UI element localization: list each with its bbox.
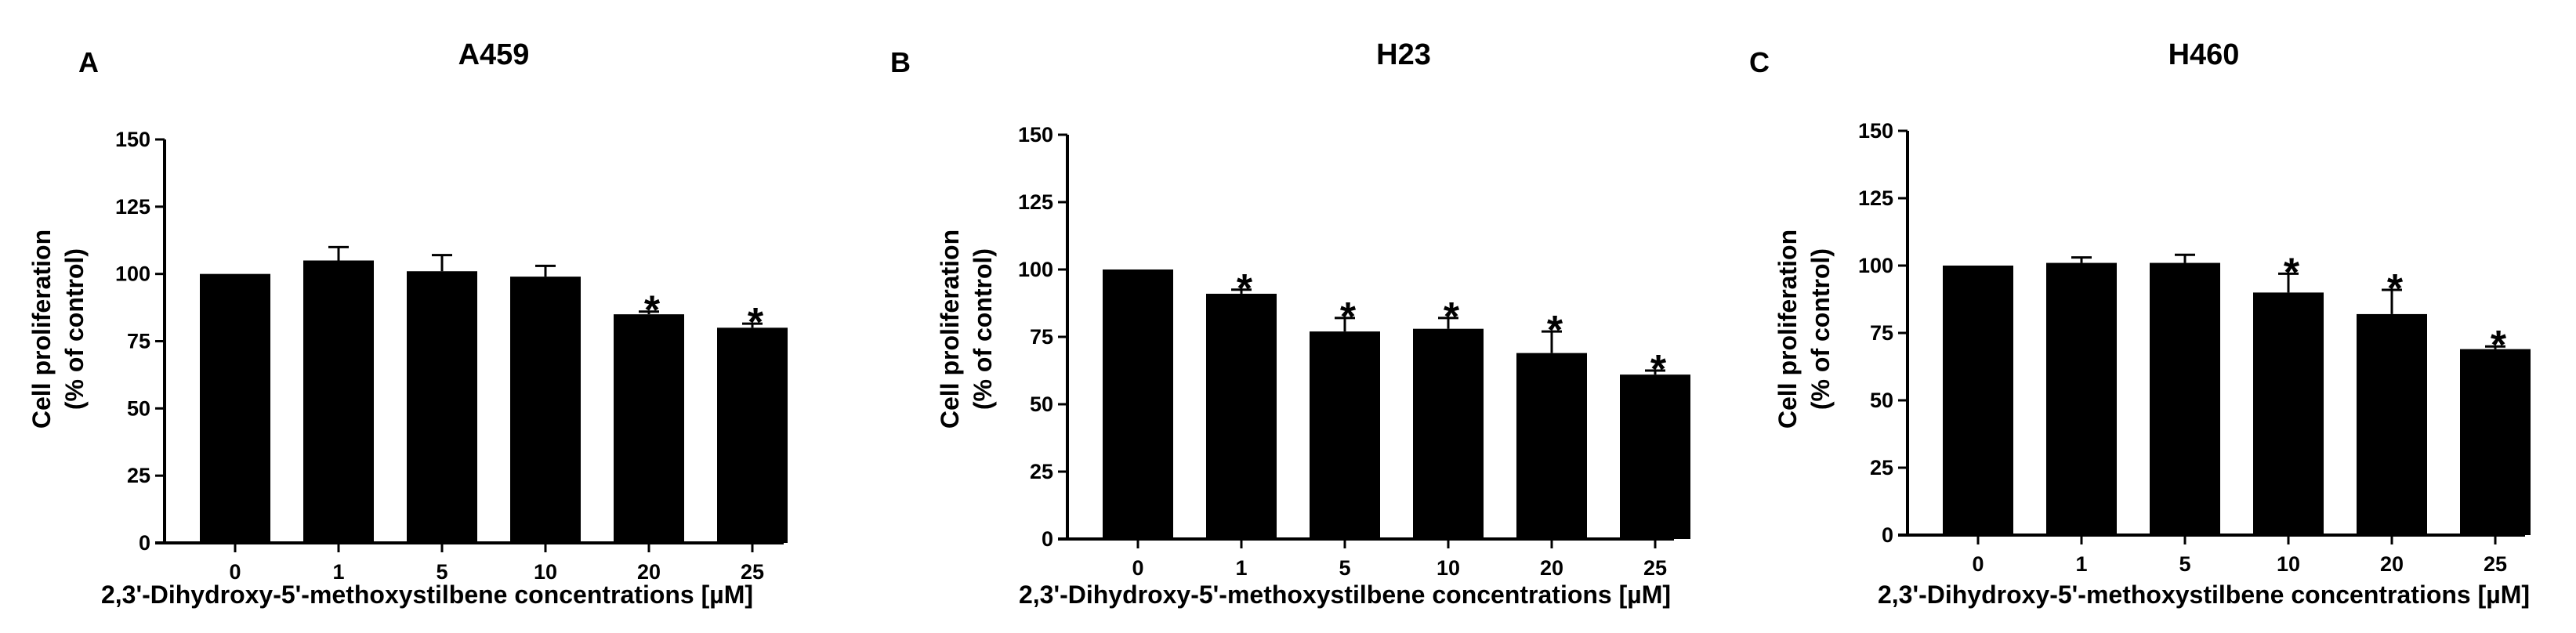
- bar: [1413, 328, 1484, 539]
- y-tick-label: 75: [1030, 325, 1053, 349]
- bar: [1620, 374, 1690, 539]
- y-axis-label-unit: (% of control): [1806, 248, 1835, 410]
- bar: [200, 273, 270, 543]
- significance-asterisk: *: [644, 288, 661, 334]
- y-tick-label: 100: [115, 262, 150, 286]
- bar: [717, 327, 788, 543]
- x-tick-label: 1: [332, 560, 344, 584]
- panel-letter: A: [78, 46, 99, 78]
- x-tick-label: 10: [1437, 556, 1460, 580]
- bar-chart-svg: A A459 0 25 50 75 100 125 150 0 1 5 10 20 * 25 * Cell pro…: [27, 38, 788, 609]
- chart-panel-c: C H460 0 25 50 75 100 125 150 0 1 5 10 * 20 * 25 * Cell pr…: [1718, 0, 2576, 633]
- bar: [2046, 262, 2117, 535]
- panel-letter: C: [1749, 46, 1770, 78]
- y-tick-label: 125: [115, 195, 150, 219]
- bar: [1310, 331, 1380, 539]
- significance-asterisk: *: [1547, 308, 1563, 353]
- y-tick-label: 150: [1858, 119, 1893, 143]
- bar: [1943, 266, 2013, 535]
- x-tick-label: 20: [637, 560, 661, 584]
- y-tick-label: 150: [115, 128, 150, 151]
- y-tick-label: 0: [139, 531, 150, 555]
- x-tick-label: 25: [741, 560, 764, 584]
- significance-asterisk: *: [748, 300, 764, 345]
- significance-asterisk: *: [2491, 323, 2507, 368]
- y-tick-label: 25: [127, 464, 150, 487]
- y-tick-label: 50: [1870, 389, 1893, 412]
- x-tick-label: 0: [229, 560, 241, 584]
- chart-title: H460: [2168, 38, 2240, 71]
- y-tick-label: 125: [1858, 186, 1893, 210]
- significance-asterisk: *: [2284, 250, 2300, 295]
- y-tick-label: 0: [1882, 523, 1893, 547]
- y-tick-label: 150: [1018, 123, 1053, 146]
- significance-asterisk: *: [1444, 295, 1460, 340]
- y-tick-label: 25: [1030, 460, 1053, 483]
- bar: [2357, 313, 2427, 535]
- bar: [2253, 292, 2324, 535]
- bar-chart-svg: B H23 0 25 50 75 100 125 150 0 1 * 5 * 10 * 20 * 25 * Cell p…: [890, 38, 1690, 609]
- x-axis-label: 2,3'-Dihydroxy-5'-methoxystilbene concen…: [1878, 581, 2530, 609]
- y-axis-label: Cell proliferation: [936, 230, 964, 429]
- x-tick-label: 0: [1972, 552, 1984, 576]
- y-axis-label: Cell proliferation: [1773, 230, 1802, 429]
- y-tick-label: 0: [1042, 527, 1053, 551]
- y-tick-label: 125: [1018, 190, 1053, 214]
- significance-asterisk: *: [2387, 266, 2404, 312]
- x-tick-label: 25: [1643, 556, 1667, 580]
- x-axis-label: 2,3'-Dihydroxy-5'-methoxystilbene concen…: [101, 581, 753, 609]
- chart-panel-b: B H23 0 25 50 75 100 125 150 0 1 * 5 * 10 * 20 * 25 * Cell p…: [859, 0, 1718, 633]
- x-tick-label: 1: [2075, 552, 2087, 576]
- y-axis-label-unit: (% of control): [60, 248, 89, 410]
- bar: [2460, 349, 2531, 535]
- x-tick-label: 10: [534, 560, 557, 584]
- x-tick-label: 25: [2484, 552, 2507, 576]
- chart-title: A459: [458, 38, 530, 71]
- panel-letter: B: [890, 46, 911, 78]
- bar: [1516, 353, 1587, 539]
- bar: [2150, 262, 2220, 535]
- bar-chart-svg: C H460 0 25 50 75 100 125 150 0 1 5 10 * 20 * 25 * Cell pr…: [1749, 38, 2531, 609]
- x-tick-label: 20: [2380, 552, 2404, 576]
- x-tick-label: 5: [2179, 552, 2190, 576]
- x-tick-label: 5: [436, 560, 447, 584]
- x-tick-label: 0: [1132, 556, 1143, 580]
- y-axis-label: Cell proliferation: [27, 230, 56, 429]
- y-tick-label: 75: [127, 330, 150, 353]
- x-tick-label: 20: [1540, 556, 1563, 580]
- x-tick-label: 1: [1235, 556, 1247, 580]
- bar: [614, 314, 684, 543]
- y-axis-label-unit: (% of control): [969, 248, 997, 410]
- y-tick-label: 75: [1870, 321, 1893, 345]
- chart-panel-a: A A459 0 25 50 75 100 125 150 0 1 5 10 20 * 25 * Cell pro…: [0, 0, 859, 633]
- y-tick-label: 100: [1018, 258, 1053, 281]
- significance-asterisk: *: [1340, 295, 1357, 340]
- bar: [1206, 293, 1277, 539]
- y-tick-label: 50: [127, 396, 150, 420]
- bar: [407, 271, 477, 543]
- y-tick-label: 25: [1870, 456, 1893, 479]
- y-tick-label: 50: [1030, 392, 1053, 416]
- bar: [303, 260, 374, 543]
- y-tick-label: 100: [1858, 254, 1893, 277]
- chart-title: H23: [1376, 38, 1431, 71]
- x-tick-label: 5: [1339, 556, 1350, 580]
- significance-asterisk: *: [1237, 266, 1253, 312]
- x-tick-label: 10: [2277, 552, 2300, 576]
- bar: [1103, 269, 1173, 539]
- bar: [510, 277, 581, 543]
- significance-asterisk: *: [1650, 347, 1667, 392]
- x-axis-label: 2,3'-Dihydroxy-5'-methoxystilbene concen…: [1019, 581, 1671, 609]
